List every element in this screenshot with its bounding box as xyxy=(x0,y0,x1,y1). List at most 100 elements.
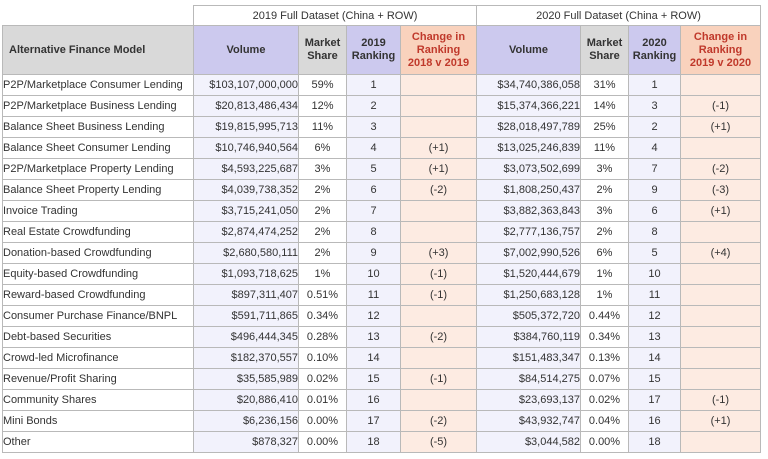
ranking-2020-cell: 4 xyxy=(628,137,681,159)
change-2018-2019-cell xyxy=(400,347,477,369)
volume-2020-cell: $3,044,582 xyxy=(476,431,581,453)
volume-2019-cell: $2,680,580,111 xyxy=(193,242,299,264)
table-row: Other $878,327 0.00% 18 (-5) $3,044,582 0.00% 1… xyxy=(2,431,761,453)
corner-cell xyxy=(2,5,194,26)
model-cell: Reward-based Crowdfunding xyxy=(2,284,194,306)
ranking-2019-cell: 8 xyxy=(346,221,401,243)
table-row: Donation-based Crowdfunding $2,680,580,11… xyxy=(2,242,761,264)
model-cell: Other xyxy=(2,431,194,453)
market-share-2020-cell: 0.34% xyxy=(580,326,629,348)
ranking-2019-cell: 16 xyxy=(346,389,401,411)
ranking-2020-cell: 11 xyxy=(628,284,681,306)
change-2018-2019-cell: (+3) xyxy=(400,242,477,264)
market-share-2019-cell: 2% xyxy=(298,200,347,222)
market-share-2020-cell: 0.04% xyxy=(580,410,629,432)
change-2019-2020-cell xyxy=(680,431,761,453)
table-row: P2P/Marketplace Consumer Lending $103,107… xyxy=(2,74,761,96)
market-share-2020-cell: 14% xyxy=(580,95,629,117)
market-share-2020-cell: 3% xyxy=(580,200,629,222)
change-2018-2019-cell xyxy=(400,305,477,327)
market-share-2020-cell: 2% xyxy=(580,221,629,243)
model-cell: P2P/Marketplace Consumer Lending xyxy=(2,74,194,96)
change-2018-2019-cell: (-5) xyxy=(400,431,477,453)
ranking-2019-cell: 12 xyxy=(346,305,401,327)
volume-2020-cell: $28,018,497,789 xyxy=(476,116,581,138)
table-row: Balance Sheet Property Lending $4,039,738… xyxy=(2,179,761,201)
volume-2019-cell: $35,585,989 xyxy=(193,368,299,390)
market-share-2020-cell: 0.02% xyxy=(580,389,629,411)
ranking-2020-cell: 12 xyxy=(628,305,681,327)
ranking-2019-cell: 14 xyxy=(346,347,401,369)
ranking-2019-cell: 1 xyxy=(346,74,401,96)
market-share-2019-cell: 0.28% xyxy=(298,326,347,348)
change-2019-2020-cell: (+1) xyxy=(680,116,761,138)
market-share-2020-cell: 0.00% xyxy=(580,431,629,453)
model-cell: Consumer Purchase Finance/BNPL xyxy=(2,305,194,327)
volume-2020-cell: $7,002,990,526 xyxy=(476,242,581,264)
change-2018-2019-cell xyxy=(400,74,477,96)
table-row: Real Estate Crowdfunding $2,874,474,252 2%… xyxy=(2,221,761,243)
change-2019-2020-cell xyxy=(680,221,761,243)
market-share-2020-cell: 3% xyxy=(580,158,629,180)
volume-2019-cell: $103,107,000,000 xyxy=(193,74,299,96)
change-2018-2019-cell: (-1) xyxy=(400,284,477,306)
change-2018-2019-header: Change in Ranking 2018 v 2019 xyxy=(400,25,477,75)
market-share-2019-cell: 2% xyxy=(298,242,347,264)
volume-2019-cell: $10,746,940,564 xyxy=(193,137,299,159)
volume-2019-cell: $878,327 xyxy=(193,431,299,453)
market-share-2019-cell: 0.00% xyxy=(298,431,347,453)
model-cell: Real Estate Crowdfunding xyxy=(2,221,194,243)
market-share-2019-header: Market Share xyxy=(298,25,347,75)
table-row: P2P/Marketplace Business Lending $20,813,… xyxy=(2,95,761,117)
ranking-2019-header: 2019 Ranking xyxy=(346,25,401,75)
change-2019-2020-cell xyxy=(680,368,761,390)
ranking-2020-cell: 15 xyxy=(628,368,681,390)
table-row: Crowd-led Microfinance $182,370,557 0.10% 1… xyxy=(2,347,761,369)
market-share-2020-header: Market Share xyxy=(580,25,629,75)
market-share-2019-cell: 2% xyxy=(298,179,347,201)
change-2018-2019-cell xyxy=(400,200,477,222)
model-cell: Balance Sheet Consumer Lending xyxy=(2,137,194,159)
volume-2020-cell: $3,073,502,699 xyxy=(476,158,581,180)
change-2018-2019-cell: (-2) xyxy=(400,410,477,432)
change-2018-2019-cell: (-1) xyxy=(400,368,477,390)
market-share-2019-cell: 6% xyxy=(298,137,347,159)
market-share-2020-cell: 1% xyxy=(580,284,629,306)
volume-2019-cell: $591,711,865 xyxy=(193,305,299,327)
change-2019-2020-cell xyxy=(680,305,761,327)
change-2019-2020-cell: (-3) xyxy=(680,179,761,201)
model-cell: Revenue/Profit Sharing xyxy=(2,368,194,390)
change-2019-2020-header: Change in Ranking 2019 v 2020 xyxy=(680,25,761,75)
volume-2020-cell: $84,514,275 xyxy=(476,368,581,390)
volume-2020-cell: $2,777,136,757 xyxy=(476,221,581,243)
volume-2019-cell: $897,311,407 xyxy=(193,284,299,306)
alternative-finance-table: 2019 Full Dataset (China + ROW) 2020 Ful… xyxy=(2,5,761,453)
ranking-2020-cell: 1 xyxy=(628,74,681,96)
ranking-2019-cell: 17 xyxy=(346,410,401,432)
ranking-2020-cell: 10 xyxy=(628,263,681,285)
model-cell: Community Shares xyxy=(2,389,194,411)
ranking-2020-cell: 6 xyxy=(628,200,681,222)
ranking-2019-cell: 11 xyxy=(346,284,401,306)
market-share-2020-cell: 1% xyxy=(580,263,629,285)
change-2019-2020-cell xyxy=(680,326,761,348)
market-share-2020-cell: 31% xyxy=(580,74,629,96)
model-cell: Crowd-led Microfinance xyxy=(2,347,194,369)
change-2018-2019-cell: (+1) xyxy=(400,137,477,159)
market-share-2019-cell: 12% xyxy=(298,95,347,117)
table-row: Balance Sheet Business Lending $19,815,99… xyxy=(2,116,761,138)
model-cell: Donation-based Crowdfunding xyxy=(2,242,194,264)
market-share-2019-cell: 0.34% xyxy=(298,305,347,327)
market-share-2020-cell: 0.07% xyxy=(580,368,629,390)
ranking-2020-cell: 7 xyxy=(628,158,681,180)
model-cell: Balance Sheet Property Lending xyxy=(2,179,194,201)
ranking-2020-cell: 5 xyxy=(628,242,681,264)
volume-2020-cell: $1,808,250,437 xyxy=(476,179,581,201)
volume-2019-cell: $4,039,738,352 xyxy=(193,179,299,201)
ranking-2020-cell: 13 xyxy=(628,326,681,348)
ranking-2019-cell: 13 xyxy=(346,326,401,348)
table-row: Community Shares $20,886,410 0.01% 16 $23,69… xyxy=(2,389,761,411)
ranking-2019-cell: 4 xyxy=(346,137,401,159)
change-2019-2020-cell xyxy=(680,74,761,96)
change-2018-2019-cell: (-2) xyxy=(400,179,477,201)
